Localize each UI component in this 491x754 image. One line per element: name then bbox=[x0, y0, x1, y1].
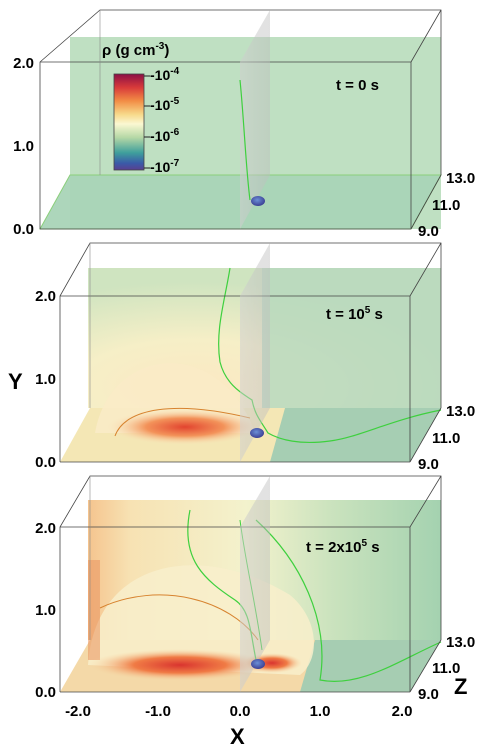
time-label-panel-2: t = 105 s bbox=[326, 305, 383, 323]
x-tick: -2.0 bbox=[65, 703, 91, 720]
x-tick: 1.0 bbox=[310, 703, 331, 720]
z-tick: 13.0 bbox=[446, 170, 475, 187]
time-label-panel-1: t = 0 s bbox=[336, 77, 379, 94]
colorbar: ρ (g cm-3) -10-4 -10-5 -10-6 -10-7 bbox=[102, 41, 180, 175]
x-tick: 0.0 bbox=[230, 703, 251, 720]
z-tick: 13.0 bbox=[446, 634, 475, 651]
y-tick: 1.0 bbox=[13, 138, 34, 155]
z-ticks: 9.0 11.0 13.0 9.0 11.0 13.0 9.0 11.0 13.… bbox=[418, 170, 475, 703]
z-tick: 11.0 bbox=[432, 430, 460, 447]
y-tick: 0.0 bbox=[35, 454, 56, 471]
panel-t2e5 bbox=[59, 475, 442, 693]
y-axis-title: Y bbox=[8, 369, 23, 394]
z-tick: 11.0 bbox=[432, 197, 460, 214]
y-tick: 2.0 bbox=[35, 520, 56, 537]
z-tick: 9.0 bbox=[418, 456, 439, 473]
y-tick: 0.0 bbox=[35, 684, 56, 701]
y-tick: 1.0 bbox=[35, 371, 56, 388]
x-tick: -1.0 bbox=[145, 703, 171, 720]
y-tick: 2.0 bbox=[35, 288, 56, 305]
x-ticks: -2.0 -1.0 0.0 1.0 2.0 bbox=[65, 703, 412, 720]
x-axis-title: X bbox=[230, 724, 245, 749]
z-tick: 11.0 bbox=[432, 660, 460, 677]
colorbar-gradient bbox=[113, 73, 145, 171]
colorbar-label: ρ (g cm-3) bbox=[102, 41, 169, 59]
y-tick: 1.0 bbox=[35, 602, 56, 619]
panel-t0 bbox=[39, 9, 442, 230]
hot-region bbox=[107, 409, 263, 445]
central-star bbox=[251, 196, 265, 206]
y-ticks: 0.0 1.0 2.0 0.0 1.0 2.0 0.0 1.0 2.0 bbox=[13, 55, 56, 701]
z-tick: 13.0 bbox=[446, 403, 475, 420]
y-tick: 0.0 bbox=[13, 221, 34, 238]
y-tick: 2.0 bbox=[13, 55, 34, 72]
z-axis-title: Z bbox=[454, 674, 467, 699]
time-label-panel-3: t = 2x105 s bbox=[306, 538, 380, 556]
x-tick: 2.0 bbox=[392, 703, 413, 720]
z-tick: 9.0 bbox=[418, 223, 439, 240]
panel-t1e5 bbox=[59, 242, 442, 463]
z-tick: 9.0 bbox=[418, 686, 439, 703]
